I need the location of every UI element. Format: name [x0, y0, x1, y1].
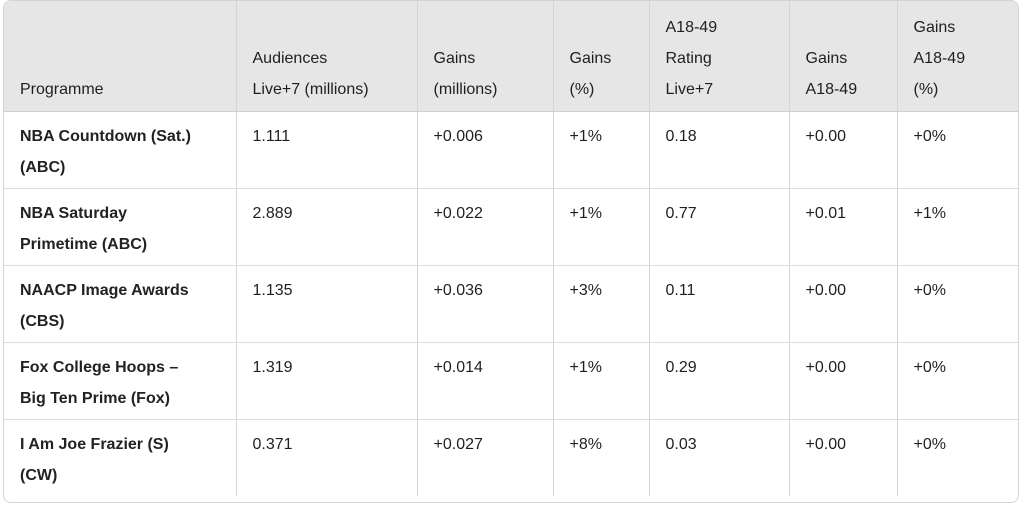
cell-programme: NBA Countdown (Sat.) (ABC) [4, 111, 237, 189]
programme-name: Big Ten Prime (Fox) [20, 389, 170, 407]
cell-audiences: 0.371 [236, 419, 418, 496]
header-text: A18-49 [913, 49, 966, 67]
cell-audiences: 1.319 [236, 342, 418, 420]
header-text: Gains [433, 49, 476, 67]
cell-gains-millions: +0.022 [417, 188, 554, 266]
header-text: (%) [569, 80, 595, 98]
cell-gains-a18-49-percent: +0% [913, 435, 946, 453]
cell-a18-49-rating: 0.18 [649, 111, 790, 189]
cell-gains-millions: +0.014 [417, 342, 554, 420]
header-text: Gains [913, 18, 956, 36]
column-header-gains-percent: Gains (%) [553, 1, 650, 112]
cell-gains-percent: +1% [553, 111, 650, 189]
programme-name: NBA Saturday [20, 204, 127, 222]
table-row: I Am Joe Frazier (S) (CW) 0.371 +0.027 +8% 0.… [4, 419, 1018, 496]
cell-gains-millions: +0.036 [417, 265, 554, 343]
column-header-programme: Programme [4, 1, 237, 112]
cell-gains-a18-49: +0.00 [789, 265, 898, 343]
cell-gains-percent: +8% [553, 419, 650, 496]
table-row: Fox College Hoops – Big Ten Prime (Fox) 1.… [4, 342, 1018, 420]
cell-gains-a18-49-percent: +0% [897, 265, 1018, 343]
programme-name: (CBS) [20, 312, 65, 330]
header-text: Rating [665, 49, 712, 67]
cell-gains-a18-49: +0.00 [789, 419, 898, 496]
cell-programme: Fox College Hoops – Big Ten Prime (Fox) [4, 342, 237, 420]
header-text: A18-49 [805, 80, 858, 98]
programme-name: Primetime (ABC) [20, 235, 148, 253]
programme-name: I Am Joe Frazier (S) [20, 435, 169, 453]
header-text: A18-49 [665, 18, 718, 36]
table-row: NBA Countdown (Sat.) (ABC) 1.111 +0.006 +1% 0… [4, 111, 1018, 189]
column-header-gains-a18-49-percent: Gains A18-49 (%) [897, 1, 1018, 112]
table-row: NBA Saturday Primetime (ABC) 2.889 +0.022 +1… [4, 188, 1018, 266]
cell-gains-a18-49: +0.00 [789, 342, 898, 420]
cell-a18-49-rating: 0.11 [649, 265, 790, 343]
header-text: Audiences [252, 49, 328, 67]
programme-name: (ABC) [20, 158, 66, 176]
cell-a18-49-rating: 0.03 [649, 419, 790, 496]
header-text: (%) [913, 80, 939, 98]
cell-programme: I Am Joe Frazier (S) (CW) [4, 419, 237, 496]
cell-audiences: 1.135 [236, 265, 418, 343]
column-header-gains-a18-49: Gains A18-49 [789, 1, 898, 112]
cell-audiences: 2.889 [236, 188, 418, 266]
header-text: Gains [569, 49, 612, 67]
header-text: Programme [20, 80, 104, 98]
cell-gains-a18-49: +0.00 [789, 111, 898, 189]
cell-programme: NAACP Image Awards (CBS) [4, 265, 237, 343]
ratings-table: Programme Audiences Live+7 (millions) Gains… [4, 1, 1018, 496]
programme-name: NBA Countdown (Sat.) [20, 127, 191, 145]
header-text: Live+7 (millions) [252, 80, 369, 98]
programme-name: (CW) [20, 466, 58, 484]
cell-a18-49-rating: 0.29 [649, 342, 790, 420]
cell-gains-percent: +1% [553, 188, 650, 266]
column-header-a18-49-rating: A18-49 Rating Live+7 [649, 1, 790, 112]
cell-gains-a18-49: +0.01 [789, 188, 898, 266]
cell-gains-a18-49-percent: +0% [897, 111, 1018, 189]
cell-gains-a18-49-percent: +1% [897, 188, 1018, 266]
ratings-table-container: Programme Audiences Live+7 (millions) Gains… [3, 0, 1019, 503]
header-row: Programme Audiences Live+7 (millions) Gains… [4, 1, 1018, 112]
cell-gains-a18-49-percent: +0% [897, 342, 1018, 420]
header-text: (millions) [433, 80, 498, 98]
header-text: Gains [805, 49, 848, 67]
column-header-audiences: Audiences Live+7 (millions) [236, 1, 418, 112]
cell-a18-49-rating: 0.77 [649, 188, 790, 266]
cell-gains-millions: +0.027 [417, 419, 554, 496]
programme-name: NAACP Image Awards [20, 281, 189, 299]
header-text: Live+7 [665, 80, 714, 98]
cell-audiences: 1.111 [236, 111, 418, 189]
cell-gains-percent: +1% [553, 342, 650, 420]
programme-name: Fox College Hoops – [20, 358, 179, 376]
column-header-gains-millions: Gains (millions) [417, 1, 554, 112]
table-row: NAACP Image Awards (CBS) 1.135 +0.036 +3% 0.1… [4, 265, 1018, 343]
cell-gains-percent: +3% [553, 265, 650, 343]
cell-gains-millions: +0.006 [417, 111, 554, 189]
cell-programme: NBA Saturday Primetime (ABC) [4, 188, 237, 266]
